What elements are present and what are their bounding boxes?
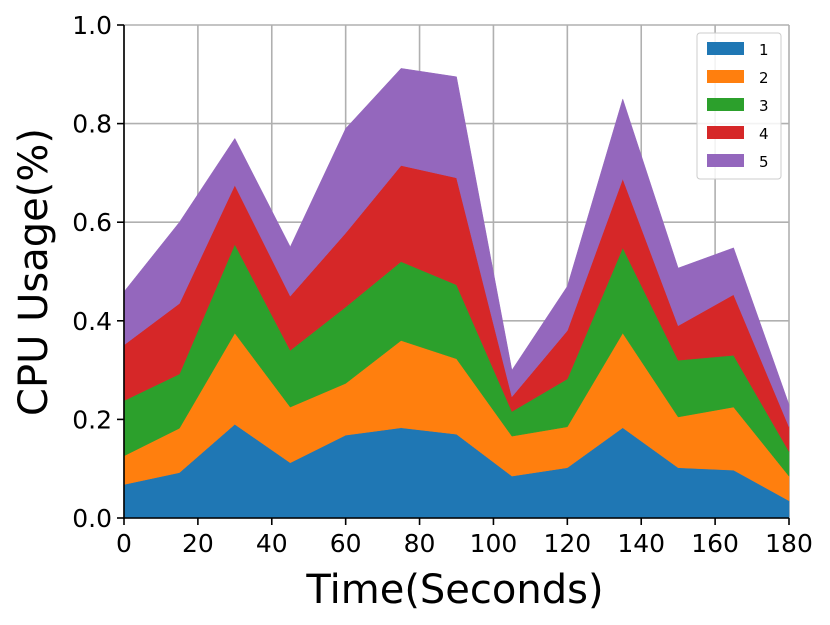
x-tick-label: 140 <box>617 529 665 558</box>
legend-label-5: 5 <box>759 153 769 171</box>
x-tick-label: 100 <box>470 529 518 558</box>
y-tick-label: 0.4 <box>72 307 112 336</box>
legend-swatch-2 <box>707 70 744 83</box>
legend: 1 2 3 4 5 <box>696 32 782 180</box>
y-tick-label: 0.2 <box>72 405 112 434</box>
y-tick-label: 0.8 <box>72 110 112 139</box>
tick-labels: 0 20 40 60 80 100 120 140 160 180 0.0 0.2 0.4 0.6 0.8 1… <box>72 11 813 558</box>
x-tick-label: 20 <box>182 529 214 558</box>
legend-label-2: 2 <box>759 69 769 87</box>
y-tick-label: 0.0 <box>72 504 112 533</box>
y-axis-title: CPU Usage(%) <box>11 128 57 416</box>
legend-swatch-3 <box>707 98 744 111</box>
x-tick-label: 60 <box>330 529 362 558</box>
x-tick-label: 80 <box>404 529 436 558</box>
x-tick-label: 160 <box>691 529 739 558</box>
legend-swatch-4 <box>707 126 744 139</box>
legend-label-4: 4 <box>759 125 769 143</box>
legend-swatch-1 <box>707 42 744 55</box>
legend-swatch-5 <box>707 154 744 167</box>
x-tick-label: 120 <box>543 529 591 558</box>
legend-label-3: 3 <box>759 97 769 115</box>
y-tick-label: 1.0 <box>72 11 112 40</box>
area-series-5 <box>123 68 790 427</box>
y-tick-label: 0.6 <box>72 208 112 237</box>
x-axis-title: Time(Seconds) <box>305 567 603 613</box>
x-tick-label: 0 <box>116 529 132 558</box>
x-tick-label: 180 <box>765 529 813 558</box>
axes <box>117 24 790 525</box>
legend-label-1: 1 <box>759 41 769 59</box>
area-series-group <box>123 68 790 519</box>
x-tick-label: 40 <box>256 529 288 558</box>
